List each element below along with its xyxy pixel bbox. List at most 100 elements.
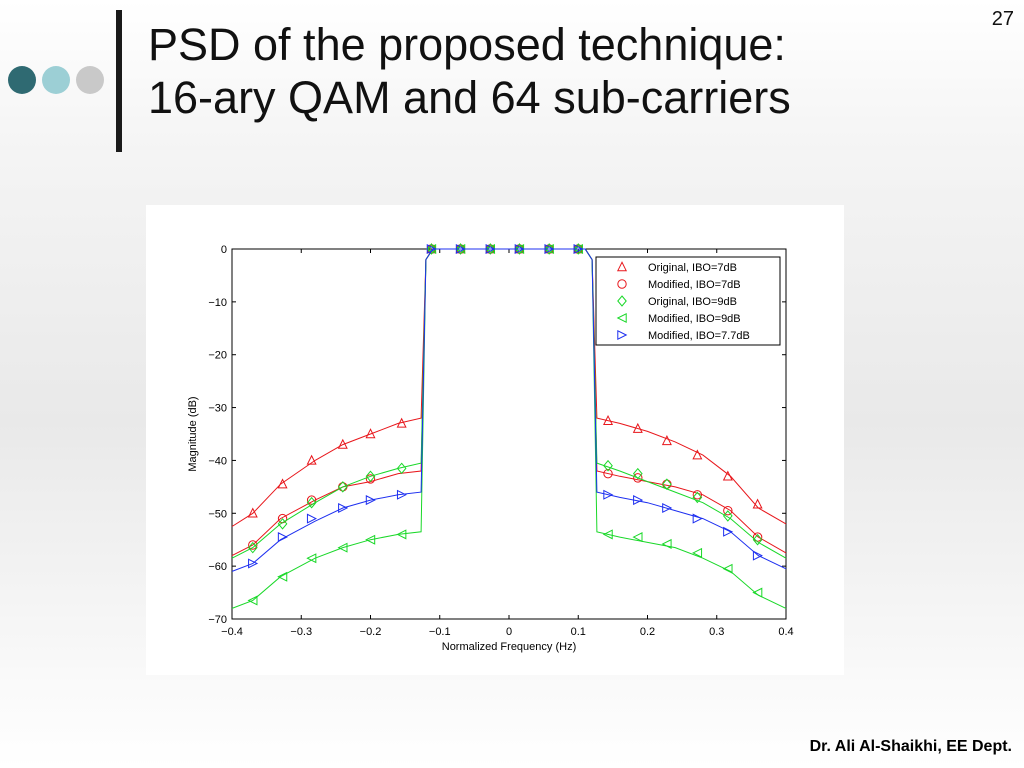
y-tick-label: −60 (208, 561, 227, 573)
series-3-point (722, 563, 733, 574)
series-3-point (661, 538, 672, 549)
series-3-point (752, 587, 763, 598)
x-tick-label: −0.1 (429, 626, 451, 638)
legend-label-4: Modified, IBO=7.7dB (648, 330, 750, 342)
series-4-point (603, 489, 614, 500)
series-3-point (306, 553, 317, 564)
series-1-point (692, 490, 703, 500)
series-0-point (722, 470, 733, 481)
series-4-point (692, 513, 703, 524)
gray-dot (76, 66, 104, 94)
legend-label-0: Original, IBO=7dB (648, 262, 737, 274)
series-2-point (485, 243, 496, 255)
series-2-point (603, 459, 613, 472)
x-tick-label: 0.1 (571, 626, 586, 638)
series-1-point (248, 540, 258, 550)
series-1-point (603, 468, 613, 479)
series-1-point (633, 473, 643, 483)
series-1-point (723, 505, 733, 516)
series-2-point (277, 518, 288, 530)
series-4-point (277, 532, 288, 543)
decorative-dots (8, 66, 108, 96)
light-teal-dot (42, 66, 70, 94)
series-0-point (277, 478, 288, 489)
x-tick-label: −0.2 (360, 626, 382, 638)
y-tick-label: 0 (221, 244, 227, 256)
series-0-point (365, 428, 376, 439)
x-tick-label: −0.4 (221, 626, 243, 638)
series-2-point (426, 243, 437, 255)
series-4-point (396, 489, 407, 500)
series-0-point (306, 454, 317, 465)
series-3-point (365, 534, 376, 545)
series-3-point (692, 547, 703, 558)
series-0-point (661, 435, 672, 446)
x-axis-label: Normalized Frequency (Hz) (442, 641, 576, 653)
series-3-point (337, 542, 348, 553)
series-2-point (455, 243, 466, 255)
legend-marker-2 (617, 295, 627, 307)
slide-title: PSD of the proposed technique: 16-ary QA… (148, 18, 928, 124)
series-3-point (396, 529, 407, 540)
y-tick-label: −50 (208, 508, 227, 520)
legend-label-2: Original, IBO=9dB (648, 296, 737, 308)
series-2-point (662, 478, 672, 490)
legend-marker-3 (616, 312, 627, 324)
series-0-point (396, 417, 407, 428)
legend-label-3: Modified, IBO=9dB (648, 313, 741, 325)
legend-marker-1 (617, 279, 627, 289)
y-tick-label: −40 (208, 455, 227, 467)
series-4-point (544, 243, 555, 255)
legend-marker-0 (616, 261, 628, 272)
dark-teal-dot (8, 66, 36, 94)
series-2-point (396, 462, 407, 475)
series-4-point (426, 243, 437, 255)
y-tick-label: −10 (208, 297, 227, 309)
series-2-point (544, 243, 555, 255)
series-2-point (365, 470, 376, 483)
series-2-point (247, 541, 258, 554)
series-4-point (306, 513, 317, 524)
series-2-point (573, 243, 584, 255)
x-tick-label: −0.3 (290, 626, 312, 638)
title-line-1: PSD of the proposed technique: (148, 19, 786, 70)
series-2-point (752, 533, 763, 546)
title-divider-bar (116, 10, 122, 152)
series-4-point (485, 243, 496, 255)
x-tick-label: 0.2 (640, 626, 655, 638)
series-0-point (752, 498, 763, 509)
x-tick-label: 0 (506, 626, 512, 638)
series-3-point (277, 571, 288, 582)
legend-label-1: Modified, IBO=7dB (648, 279, 741, 291)
series-2-point (692, 491, 703, 504)
y-tick-label: −30 (208, 403, 227, 415)
series-4-point (455, 243, 466, 255)
series-4-point (365, 495, 376, 506)
series-3-point (632, 532, 643, 543)
psd-chart-container: −0.4 −0.3 −0.2 −0.1 0 0.1 0.2 0.3 0.4 0 −10 −20 −30 −… (146, 205, 844, 675)
series-2-point (306, 496, 317, 509)
y-tick-label: −20 (208, 350, 227, 362)
series-2-point (632, 467, 643, 480)
page-number: 27 (991, 8, 1014, 30)
series-3-point (247, 595, 258, 606)
series-0-point (692, 449, 703, 460)
series-4-point (338, 502, 349, 514)
series-4-point (723, 526, 734, 537)
series-4-point (633, 495, 644, 506)
x-tick-label: 0.3 (709, 626, 724, 638)
series-2-point (337, 481, 348, 493)
series-0-point (603, 414, 614, 425)
series-0-point (337, 438, 348, 449)
series-4-point (248, 558, 259, 569)
series-2-point (514, 243, 525, 255)
series-0-point (632, 422, 643, 433)
title-line-2: 16-ary QAM and 64 sub-carriers (148, 72, 791, 123)
x-tick-label: 0.4 (778, 626, 793, 638)
series-2-point (722, 510, 733, 522)
y-axis-label: Magnitude (dB) (187, 396, 199, 471)
y-tick-label: −70 (208, 614, 227, 626)
series-0-point (247, 507, 258, 518)
series-1-point (365, 474, 376, 484)
series-3-point (602, 529, 613, 540)
